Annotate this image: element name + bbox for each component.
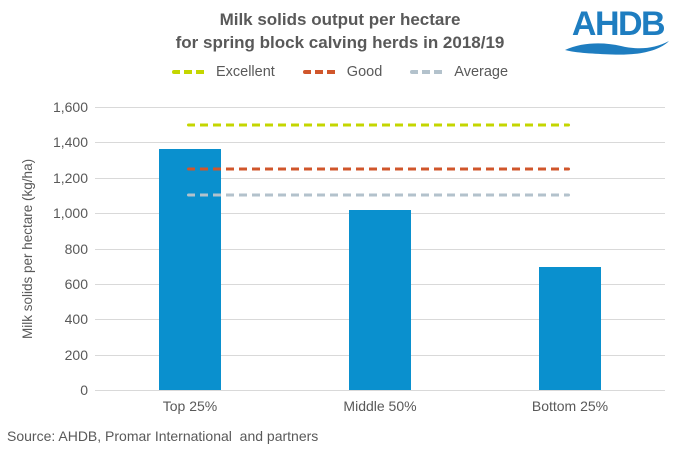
- average-dash-swatch: [410, 70, 447, 74]
- y-tick-label-400: 400: [64, 311, 88, 328]
- reference-line-average: [186, 193, 570, 197]
- plot-area: [95, 107, 665, 391]
- y-tick-label-1600: 1,600: [52, 99, 88, 115]
- legend-label-excellent: Excellent: [215, 64, 275, 80]
- ahdb-logo: AHDB: [564, 6, 672, 56]
- x-tick-label-middle-50: Middle 50%: [343, 398, 417, 414]
- chart-title: Milk solids output per hectare for sprin…: [0, 8, 680, 54]
- ahdb-logo-text: AHDB: [571, 5, 666, 43]
- source-note: Source: AHDB, Promar International and p…: [7, 428, 319, 444]
- y-tick-label-200: 200: [64, 346, 88, 363]
- bar-bottom-25: [539, 267, 601, 390]
- y-tick-label-600: 600: [64, 275, 88, 292]
- x-tick-label-bottom-25: Bottom 25%: [531, 398, 609, 414]
- y-tick-label-800: 800: [64, 240, 88, 257]
- legend-item-average: Average: [410, 64, 508, 80]
- chart-title-line1: Milk solids output per hectare: [219, 10, 461, 29]
- y-axis-tick-labels: 0 200 400 600 800 1,000 1,200 1,400 1,600: [26, 99, 88, 398]
- y-tick-label-1400: 1,400: [52, 134, 88, 151]
- y-tick-label-1000: 1,000: [52, 205, 88, 222]
- gridline-1600: [95, 107, 665, 108]
- reference-line-good: [186, 167, 570, 171]
- y-tick-label-1200: 1,200: [52, 169, 88, 186]
- bar-middle-50: [349, 210, 411, 390]
- x-axis-category-labels: Top 25% Middle 50% Bottom 25%: [95, 398, 665, 418]
- gridline-1400: [95, 142, 665, 144]
- x-tick-label-top-25: Top 25%: [162, 398, 218, 414]
- legend-item-excellent: Excellent: [171, 64, 275, 80]
- legend-label-good: Good: [346, 64, 383, 80]
- reference-line-excellent: [186, 123, 570, 127]
- ahdb-wave-icon: [565, 41, 669, 55]
- y-tick-label-0: 0: [80, 382, 88, 398]
- excellent-dash-swatch: [171, 70, 208, 74]
- legend-label-average: Average: [454, 64, 509, 80]
- gridline-0: [95, 390, 665, 391]
- legend: Excellent Good Average: [0, 64, 680, 80]
- chart-title-line2: for spring block calving herds in 2018/1…: [175, 33, 505, 52]
- good-dash-swatch: [302, 70, 339, 74]
- legend-item-good: Good: [302, 64, 383, 80]
- gridline-1200: [95, 177, 665, 179]
- bar-top-25: [159, 149, 221, 390]
